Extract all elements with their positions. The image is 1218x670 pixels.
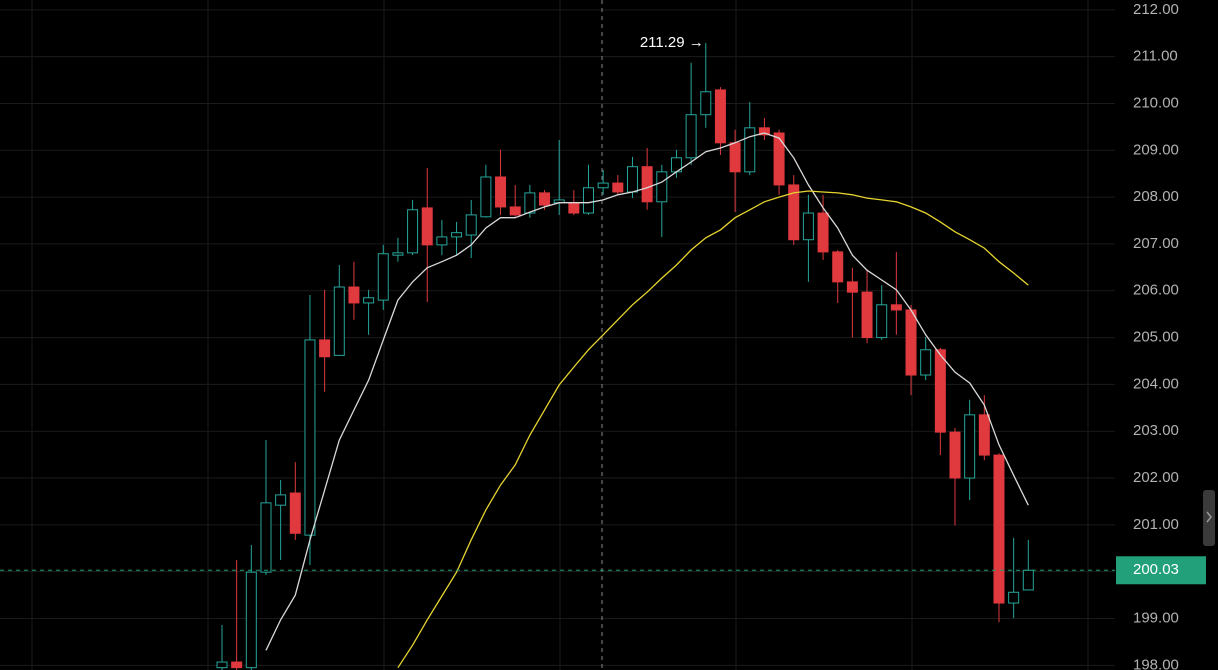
candle-body — [758, 127, 770, 136]
candle-body — [729, 142, 741, 173]
last-price-label: 200.03 — [1133, 561, 1179, 578]
candle-body — [1022, 569, 1034, 591]
candle-body — [216, 661, 228, 669]
candle-body — [495, 176, 507, 208]
y-tick-label: 206.00 — [1133, 282, 1179, 299]
candle-body — [846, 281, 858, 293]
y-tick-label: 201.00 — [1133, 516, 1179, 533]
price-axis: 198.00199.00200.00201.00202.00203.00204.… — [1116, 1, 1206, 670]
y-tick-label: 210.00 — [1133, 94, 1179, 111]
moving-average-line — [397, 190, 1029, 669]
y-tick-label: 211.00 — [1133, 48, 1178, 65]
candle-body — [568, 202, 580, 214]
candle-body — [275, 494, 287, 506]
candle-body — [539, 192, 551, 206]
moving-average-line — [265, 132, 1029, 651]
candle-body — [700, 91, 712, 116]
candle-body — [626, 166, 638, 193]
candle-body — [583, 187, 594, 214]
candle-body — [509, 206, 521, 216]
y-tick-label: 198.00 — [1133, 656, 1179, 670]
candle-body — [890, 304, 902, 311]
grid — [0, 0, 1115, 670]
candle-body — [612, 182, 624, 193]
y-tick-label: 209.00 — [1133, 141, 1179, 158]
y-tick-label: 199.00 — [1133, 609, 1179, 626]
plot-area: 211.29 → — [0, 34, 1115, 670]
y-tick-label: 203.00 — [1133, 422, 1179, 439]
candle-body — [993, 454, 1005, 604]
y-tick-label: 208.00 — [1133, 188, 1179, 205]
candle-body — [348, 286, 360, 304]
y-tick-label: 204.00 — [1133, 375, 1179, 392]
candle-body — [451, 232, 463, 238]
candle-body — [231, 661, 243, 669]
candle-body — [744, 127, 756, 173]
candle-body — [861, 291, 873, 339]
candle-body — [934, 349, 946, 433]
y-tick-label: 212.00 — [1133, 1, 1179, 18]
scroll-handle[interactable] — [1203, 490, 1215, 546]
candle-body — [363, 297, 375, 304]
candle-body — [920, 349, 932, 376]
candle-body — [773, 132, 785, 186]
candle-body — [802, 212, 814, 241]
candle-body — [788, 184, 800, 241]
candle-body — [480, 176, 492, 218]
candle-body — [465, 214, 477, 236]
candle-body — [905, 309, 917, 376]
candle-body — [949, 431, 961, 479]
candle-body — [817, 212, 829, 253]
candle-body — [685, 114, 697, 159]
candle-body — [260, 502, 272, 573]
candle-body — [304, 339, 316, 536]
candle-body — [876, 304, 888, 339]
candle-body — [964, 414, 976, 479]
scroll-icon — [1206, 511, 1212, 523]
y-tick-label: 202.00 — [1133, 469, 1179, 486]
candle-body — [656, 171, 668, 203]
candle-body — [421, 207, 433, 246]
candle-body — [597, 182, 609, 189]
candle-body — [436, 236, 448, 246]
candle-body — [377, 253, 389, 301]
candle-body — [333, 286, 345, 356]
candle-body — [245, 571, 257, 669]
candle-body — [392, 252, 404, 256]
candle-body — [1008, 591, 1020, 604]
candle-body — [289, 492, 301, 534]
y-tick-label: 205.00 — [1133, 329, 1179, 346]
candle-body — [407, 209, 419, 254]
high-marker-label: 211.29 → — [640, 34, 704, 51]
last-price-box — [1116, 556, 1206, 585]
candle-body — [524, 192, 536, 214]
y-tick-label: 207.00 — [1133, 235, 1179, 252]
candle-body — [714, 89, 726, 144]
candle-body — [832, 251, 844, 283]
candle-body — [641, 166, 653, 203]
candle-body — [319, 339, 331, 358]
candle-body — [978, 414, 990, 456]
